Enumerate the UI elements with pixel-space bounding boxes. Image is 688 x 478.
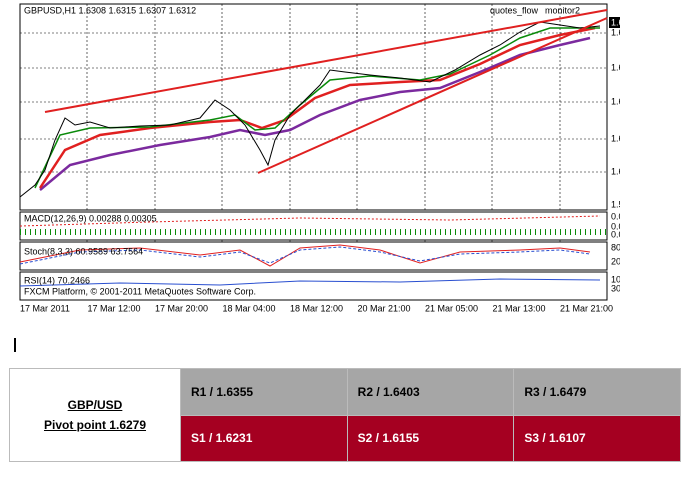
price-label: 1.6115 [611,133,620,143]
time-axis: 17 Mar 2011 17 Mar 12:00 17 Mar 20:00 18 Ma… [20,303,613,313]
resistance-row: GBP/USD Pivot point 1.6279 R1 / 1.6355 R2… [9,368,681,462]
time-label: 17 Mar 20:00 [155,303,208,313]
price [19,21,601,198]
price-label: 1.6235 [611,62,620,72]
macd-axis: 0.00219 [611,229,620,239]
rsi-axis: 30 [611,283,620,293]
pair-cell: GBP/USD Pivot point 1.6279 [9,368,181,462]
macd-label: MACD(12,26,9) 0.00288 0.00305 [24,213,157,223]
price-label: 1.6055 [611,166,620,176]
trend-lower [257,17,608,174]
ma-red [38,26,596,189]
time-label: 20 Mar 21:00 [358,303,411,313]
stoch-axis: 80 [611,242,620,252]
time-label: 21 Mar 13:00 [493,303,546,313]
pivot: Pivot point 1.6279 [43,418,147,432]
price-label: 1.5995 [611,199,620,209]
grid [20,4,607,300]
pair: GBP/USD [67,398,123,412]
stoch-signal [19,246,591,265]
main-panel [19,3,608,211]
support-row: S1 / 1.6231 S2 / 1.6155 S3 / 1.6107 [10,414,681,462]
rsi-label: RSI(14) 70.2466 [24,275,90,285]
time-label: 21 Mar 05:00 [425,303,478,313]
price-label: 1.6175 [611,96,620,106]
support: S1 / 1.6231 [180,414,348,462]
time-label: 18 Mar 04:00 [223,303,276,313]
chart-window: GBPUSD,H1 1.6308 1.6315 1.6307 1.6312 qu… [19,3,620,314]
rsi-panel [19,271,608,301]
indicator-name: quotes_flow [490,5,539,15]
time-label: 18 Mar 12:00 [290,303,343,313]
ma-purple [39,36,591,191]
trend-upper [44,9,608,113]
header: GBPUSD,H1 1.6308 1.6315 1.6307 1.6312 [24,5,196,15]
time-label: 17 Mar 2011 [20,303,70,313]
support: S2 / 1.6155 [346,414,515,462]
time-label: 17 Mar 12:00 [88,303,141,313]
indicator-name: monitor2 [545,5,580,15]
copyright: FXCM Platform, © 2001-2011 MetaQuotes So… [24,286,256,296]
price-label: 1.6295 [611,27,620,37]
time-label: 21 Mar 21:00 [560,303,613,313]
stoch-axis: 20 [611,256,620,266]
macd-axis: 0.00 [611,221,620,231]
pivot-table: GBP/USD Pivot point 1.6279 R1 / 1.6355 R2… [9,368,681,462]
macd-axis: 0.00348 [611,211,620,221]
stoch-main [19,244,591,267]
stoch-label: Stoch(8,3,3) 60.9589 63.7564 [24,246,143,256]
support: S3 / 1.6107 [513,414,681,462]
text-cursor [14,338,16,352]
resistance: R3 / 1.6479 [513,368,681,416]
price-tag [609,17,620,28]
resistance: R2 / 1.6403 [346,368,515,416]
resistance: R1 / 1.6355 [180,368,348,416]
rsi-axis: 100 [611,274,620,284]
rsi-line [19,278,601,287]
macd-signal [19,215,601,227]
current-price: 1.6312 [611,17,620,27]
